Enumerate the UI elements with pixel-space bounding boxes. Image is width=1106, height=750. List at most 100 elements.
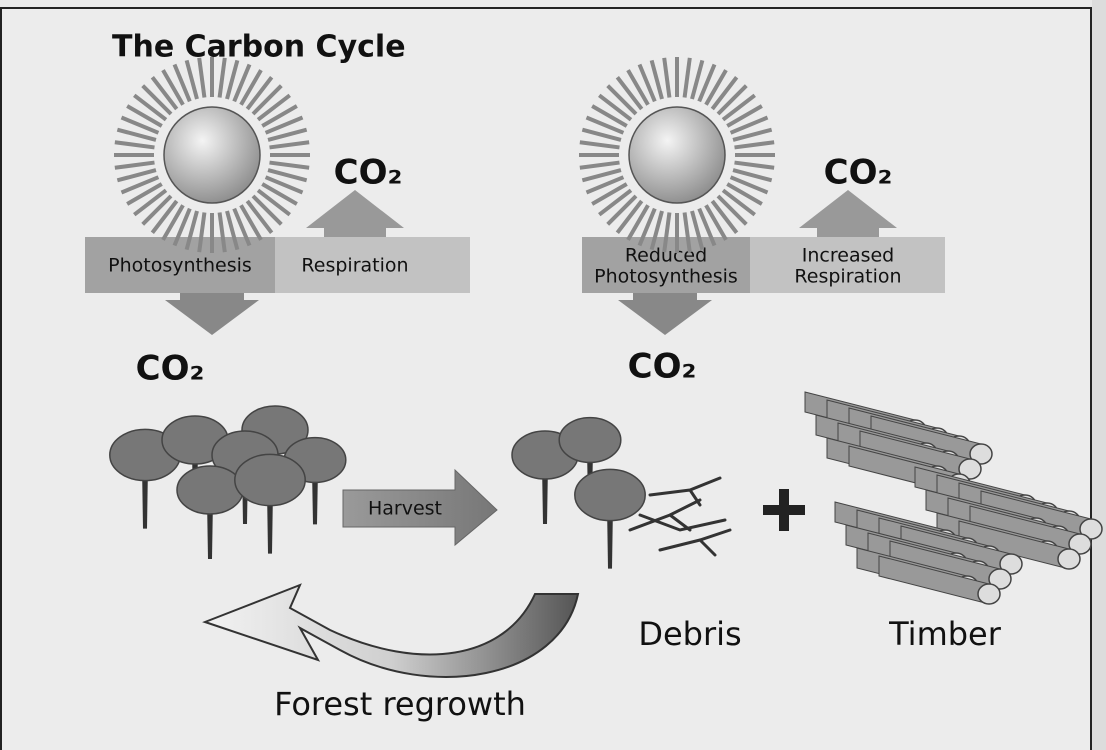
sun-ray	[729, 115, 769, 135]
regrowth-arrow	[202, 583, 580, 678]
sun-ray	[251, 84, 283, 116]
sun-ray	[662, 57, 672, 98]
sun-ray	[585, 115, 625, 135]
sun-ray	[120, 115, 160, 135]
sun-ray	[581, 127, 622, 142]
sun-ray	[269, 160, 310, 170]
sun	[628, 106, 726, 204]
sun-ray	[133, 93, 168, 122]
co2-label: CO₂	[136, 349, 205, 389]
sun-ray	[232, 63, 252, 103]
sun-ray	[662, 212, 672, 253]
sun-ray	[585, 175, 625, 195]
co2-label: CO₂	[334, 153, 403, 193]
label: Forest regrowth	[274, 685, 526, 723]
log-end	[1068, 533, 1092, 555]
sun-ray	[690, 210, 705, 251]
sun-ray	[637, 63, 657, 103]
sun-ray	[598, 188, 633, 217]
sun-ray	[116, 127, 157, 142]
sun-ray	[232, 207, 252, 247]
debris-branch	[658, 528, 732, 557]
sun-ray	[239, 204, 263, 241]
sun-ray	[732, 127, 773, 142]
harvest-arrow	[342, 468, 498, 547]
sun-ray	[598, 93, 633, 122]
tree-crown	[176, 465, 244, 515]
sun-ray	[150, 199, 179, 234]
increased-respiration-box	[750, 237, 945, 293]
sun-ray	[245, 76, 274, 111]
log-end	[1079, 518, 1103, 540]
sun-ray	[217, 212, 227, 253]
sun-ray	[710, 76, 739, 111]
sun-ray	[114, 140, 155, 150]
sun-ray	[721, 188, 756, 217]
sun-ray	[184, 59, 199, 100]
sun-ray	[225, 210, 240, 251]
sun-ray	[697, 207, 717, 247]
sun-ray	[264, 175, 304, 195]
label: Increased	[802, 245, 894, 267]
sun-ray	[615, 199, 644, 234]
sun-ray	[734, 140, 775, 150]
respiration-box	[275, 237, 470, 293]
sun-ray	[126, 182, 163, 206]
sun-ray	[120, 175, 160, 195]
sun-ray	[261, 104, 298, 128]
label: Respiration	[794, 266, 901, 288]
tree-crown	[574, 468, 646, 522]
page-edge	[1092, 0, 1106, 750]
label: Reduced	[625, 245, 707, 267]
debris-branch	[638, 513, 727, 532]
sun-ray	[126, 104, 163, 128]
sun-ray	[716, 84, 748, 116]
label: Timber	[888, 615, 1002, 653]
sun-ray	[161, 69, 185, 106]
sun-ray	[172, 207, 192, 247]
sun-ray	[690, 59, 705, 100]
sun-ray	[114, 160, 155, 170]
sun-ray	[581, 168, 622, 183]
sun-ray	[251, 194, 283, 226]
sun-ray	[704, 204, 728, 241]
label: Photosynthesis	[108, 255, 252, 277]
sun-ray	[256, 93, 291, 122]
sun-ray	[726, 104, 763, 128]
sun-ray	[579, 160, 620, 170]
co2-label: CO₂	[824, 153, 893, 193]
sun-ray	[726, 182, 763, 206]
sun-ray	[591, 182, 628, 206]
sun-ray	[197, 57, 207, 98]
sun-ray	[579, 140, 620, 150]
log-end	[1057, 548, 1081, 570]
sun-ray	[256, 188, 291, 217]
log-end	[988, 568, 1012, 590]
arrow-down	[618, 300, 712, 335]
sun-ray	[239, 69, 263, 106]
sun-ray	[116, 168, 157, 183]
sun-ray	[626, 204, 650, 241]
sun-ray	[141, 84, 173, 116]
tree-crown	[558, 416, 622, 464]
label: Respiration	[301, 255, 408, 277]
sun-ray	[682, 57, 692, 98]
sun-ray	[606, 84, 638, 116]
sun-ray	[184, 210, 199, 251]
sun-ray	[637, 207, 657, 247]
sun-ray	[267, 127, 308, 142]
sun-ray	[710, 199, 739, 234]
sun-ray	[716, 194, 748, 226]
sun-ray	[225, 59, 240, 100]
sun	[163, 106, 261, 204]
sun-ray	[197, 212, 207, 253]
log-end	[977, 583, 1001, 605]
sun-ray	[649, 210, 664, 251]
tree-crown	[234, 453, 306, 507]
sun-ray	[734, 160, 775, 170]
title: The Carbon Cycle	[112, 30, 406, 65]
arrow-down	[165, 300, 259, 335]
sun-ray	[729, 175, 769, 195]
sun-ray	[133, 188, 168, 217]
sun-ray	[261, 182, 298, 206]
